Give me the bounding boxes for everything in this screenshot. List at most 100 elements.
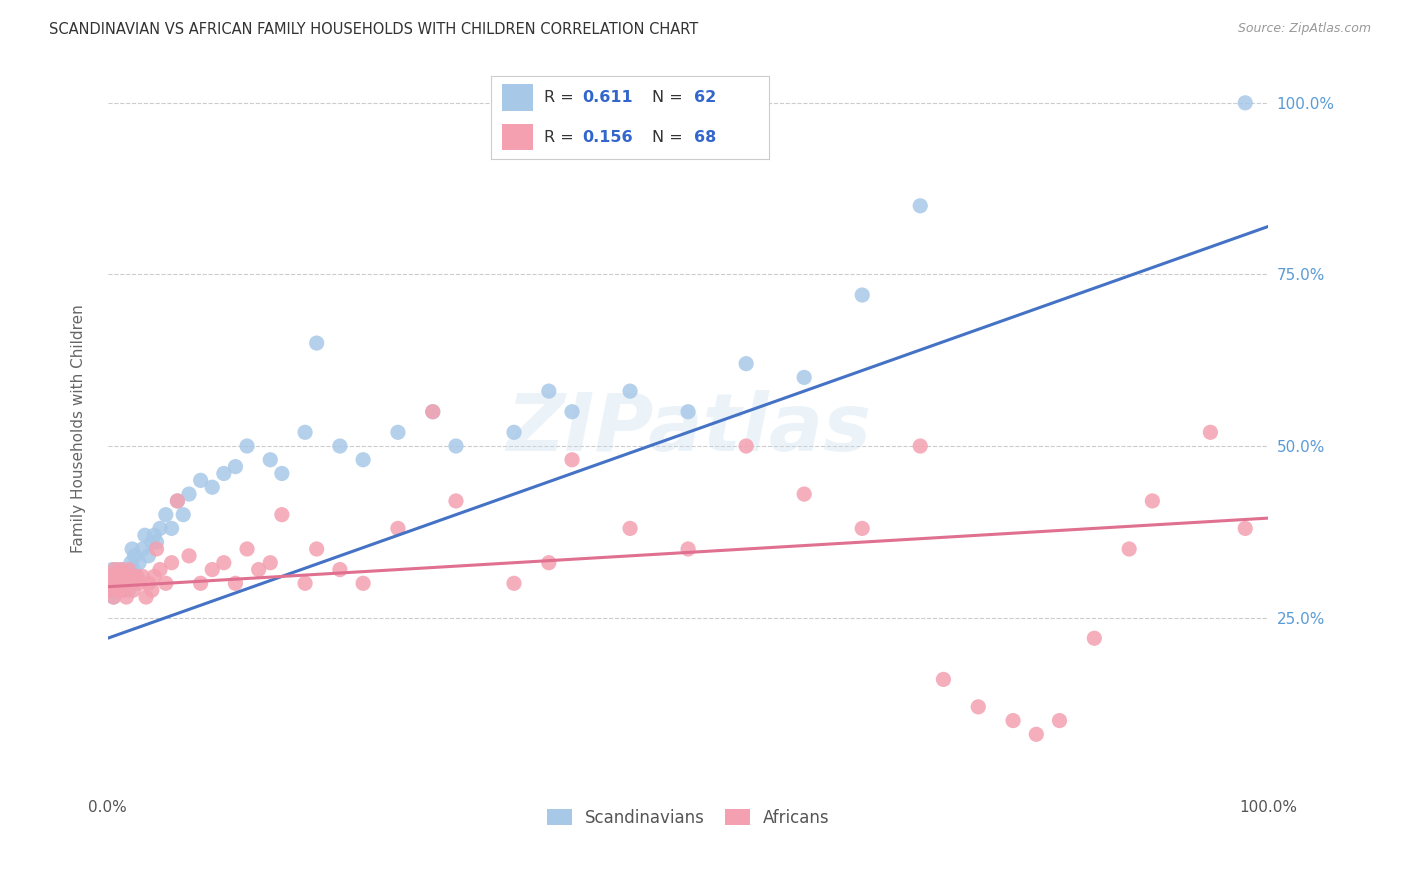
Point [793, 487, 815, 501]
Point [166, 494, 188, 508]
Point [224, 459, 246, 474]
Point [793, 370, 815, 384]
Text: Source: ZipAtlas.com: Source: ZipAtlas.com [1237, 22, 1371, 36]
Point [104, 569, 127, 583]
Point [387, 521, 409, 535]
Point [1002, 714, 1025, 728]
Point [177, 549, 200, 563]
Point [131, 569, 153, 583]
Point [212, 556, 235, 570]
Point [112, 569, 135, 583]
Point [352, 452, 374, 467]
Point [135, 590, 157, 604]
Point [143, 528, 166, 542]
Point [104, 569, 127, 583]
Point [125, 569, 148, 583]
Point [118, 563, 141, 577]
Point [97, 576, 120, 591]
Point [676, 541, 699, 556]
Point [110, 576, 132, 591]
Point [932, 673, 955, 687]
Point [910, 439, 932, 453]
Point [1142, 494, 1164, 508]
Point [145, 535, 167, 549]
Point [111, 563, 134, 577]
Point [145, 541, 167, 556]
Point [236, 541, 259, 556]
Point [122, 563, 145, 577]
Point [111, 583, 134, 598]
Point [236, 439, 259, 453]
Point [114, 576, 136, 591]
Point [138, 576, 160, 591]
Text: SCANDINAVIAN VS AFRICAN FAMILY HOUSEHOLDS WITH CHILDREN CORRELATION CHART: SCANDINAVIAN VS AFRICAN FAMILY HOUSEHOLD… [49, 22, 699, 37]
Point [619, 384, 641, 398]
Point [201, 480, 224, 494]
Point [422, 405, 444, 419]
Point [537, 384, 560, 398]
Point [967, 699, 990, 714]
Point [851, 288, 873, 302]
Point [101, 576, 124, 591]
Point [103, 590, 125, 604]
Point [114, 576, 136, 591]
Point [143, 569, 166, 583]
Point [155, 508, 177, 522]
Point [1234, 521, 1257, 535]
Point [735, 439, 758, 453]
Point [103, 590, 125, 604]
Point [107, 563, 129, 577]
Point [155, 576, 177, 591]
Point [270, 508, 292, 522]
Point [537, 556, 560, 570]
Point [149, 563, 172, 577]
Point [138, 549, 160, 563]
Point [108, 569, 131, 583]
Point [212, 467, 235, 481]
Point [247, 563, 270, 577]
Point [1049, 714, 1071, 728]
Point [1083, 631, 1105, 645]
Point [98, 583, 121, 598]
Point [294, 576, 316, 591]
Point [108, 569, 131, 583]
Point [160, 556, 183, 570]
Point [259, 452, 281, 467]
Point [98, 569, 121, 583]
Point [131, 541, 153, 556]
Point [329, 439, 352, 453]
Point [117, 576, 139, 591]
Point [134, 528, 156, 542]
Point [224, 576, 246, 591]
Point [108, 576, 131, 591]
Point [561, 452, 583, 467]
Point [125, 569, 148, 583]
Point [128, 556, 150, 570]
Point [422, 405, 444, 419]
Point [107, 583, 129, 598]
Point [97, 576, 120, 591]
Point [503, 576, 526, 591]
Point [110, 576, 132, 591]
Y-axis label: Family Households with Children: Family Households with Children [72, 304, 86, 553]
Point [115, 590, 138, 604]
Point [117, 576, 139, 591]
Legend: Scandinavians, Africans: Scandinavians, Africans [538, 800, 838, 835]
Point [122, 583, 145, 598]
Point [118, 569, 141, 583]
Point [1234, 95, 1257, 110]
Point [141, 535, 163, 549]
Point [120, 556, 142, 570]
Point [259, 556, 281, 570]
Point [503, 425, 526, 440]
Point [190, 576, 212, 591]
Point [676, 405, 699, 419]
Point [160, 521, 183, 535]
Point [104, 563, 127, 577]
Point [619, 521, 641, 535]
Point [100, 569, 122, 583]
Point [121, 541, 143, 556]
Text: ZIPatlas: ZIPatlas [506, 390, 870, 468]
Point [270, 467, 292, 481]
Point [561, 405, 583, 419]
